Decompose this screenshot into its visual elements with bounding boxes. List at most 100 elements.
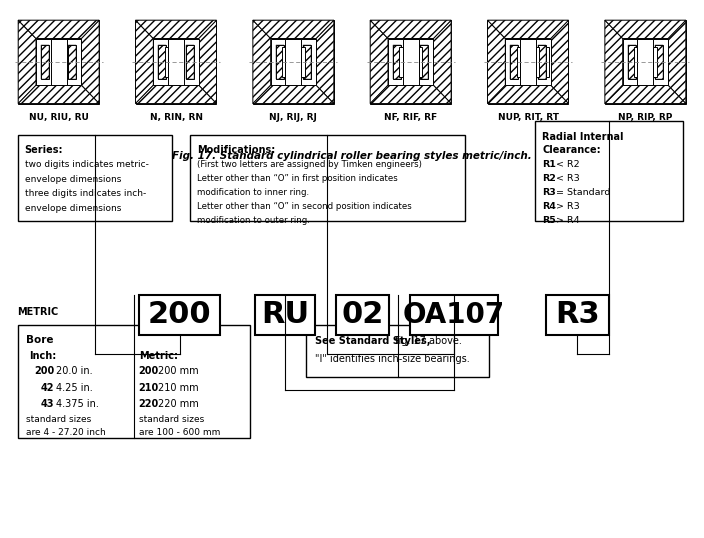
Polygon shape (136, 20, 217, 39)
Bar (535, 121, 683, 221)
Bar (370, 20, 451, 103)
Bar (256, 295, 315, 335)
Bar (303, 45, 311, 79)
Text: "I" identifies inch-size bearings.: "I" identifies inch-size bearings. (315, 354, 470, 364)
Polygon shape (18, 20, 99, 39)
Bar (18, 134, 172, 221)
Bar (538, 45, 546, 79)
Text: standard sizes: standard sizes (139, 415, 204, 424)
Polygon shape (605, 85, 686, 103)
Polygon shape (370, 85, 451, 103)
Bar (653, 47, 657, 77)
Bar (276, 45, 284, 79)
Bar (546, 47, 549, 77)
Text: Modifications:: Modifications: (197, 145, 275, 155)
Polygon shape (370, 20, 388, 103)
Text: (First two letters are assigned by Timken engineers): (First two letters are assigned by Timke… (197, 160, 422, 169)
Polygon shape (487, 85, 569, 103)
Text: NUP, RIT, RT: NUP, RIT, RT (498, 114, 558, 122)
Text: Inch:: Inch: (30, 351, 57, 362)
Text: modification to outer ring.: modification to outer ring. (197, 216, 310, 225)
Polygon shape (668, 20, 686, 103)
Polygon shape (605, 20, 622, 103)
Polygon shape (434, 20, 451, 103)
Bar (628, 45, 636, 79)
Text: 42: 42 (41, 383, 54, 393)
Text: See Standard Styles,: See Standard Styles, (315, 336, 430, 346)
Polygon shape (487, 20, 569, 39)
Bar (68, 45, 76, 79)
Bar (165, 47, 168, 77)
Bar (505, 39, 551, 85)
Bar (517, 47, 520, 77)
Polygon shape (253, 85, 334, 103)
Bar (393, 45, 401, 79)
Bar (637, 39, 653, 85)
Text: R3: R3 (555, 300, 600, 329)
Bar (36, 39, 82, 85)
Text: 200: 200 (34, 366, 54, 377)
Text: Letter other than “O” in first position indicates: Letter other than “O” in first position … (197, 174, 398, 183)
Text: standard sizes: standard sizes (26, 415, 92, 424)
Bar (655, 45, 663, 79)
Polygon shape (551, 20, 569, 103)
Bar (510, 45, 518, 79)
Text: envelope dimensions: envelope dimensions (25, 204, 121, 213)
Bar (538, 45, 546, 79)
Text: N, RIN, RN: N, RIN, RN (149, 114, 203, 122)
Bar (337, 295, 389, 335)
Bar (41, 45, 49, 79)
Polygon shape (316, 20, 334, 103)
Bar (18, 325, 250, 438)
Polygon shape (18, 20, 36, 103)
Text: < R2: < R2 (553, 160, 579, 169)
Polygon shape (18, 85, 99, 103)
Bar (68, 45, 76, 79)
Bar (168, 39, 184, 85)
Bar (276, 45, 284, 79)
Bar (410, 295, 498, 335)
Text: OA107: OA107 (403, 301, 505, 329)
Bar (139, 295, 220, 335)
Polygon shape (487, 20, 505, 103)
Bar (605, 20, 686, 103)
Text: 4.25 in.: 4.25 in. (56, 383, 93, 393)
Bar (487, 20, 569, 103)
Bar (18, 20, 99, 103)
Text: R1: R1 (542, 160, 556, 169)
Polygon shape (136, 85, 217, 103)
Bar (536, 47, 539, 77)
Bar (388, 39, 434, 85)
Text: 200: 200 (148, 300, 211, 329)
Text: NU, RIU, RU: NU, RIU, RU (29, 114, 89, 122)
Text: > R3: > R3 (553, 202, 579, 211)
Polygon shape (605, 20, 686, 39)
Bar (634, 47, 637, 77)
Bar (285, 39, 301, 85)
Text: > R4: > R4 (553, 216, 579, 225)
Bar (303, 45, 311, 79)
Text: envelope dimensions: envelope dimensions (25, 175, 121, 184)
Bar (158, 45, 166, 79)
Bar (306, 325, 489, 377)
Text: are 4 - 27.20 inch: are 4 - 27.20 inch (26, 428, 106, 437)
Text: R4: R4 (542, 202, 556, 211)
Text: three digits indicates inch-: three digits indicates inch- (25, 189, 146, 199)
Text: modification to inner ring.: modification to inner ring. (197, 188, 309, 197)
Text: NF, RIF, RF: NF, RIF, RF (384, 114, 437, 122)
Text: NP, RIP, RP: NP, RIP, RP (618, 114, 672, 122)
Text: Radial Internal: Radial Internal (542, 132, 624, 142)
Text: 4.375 in.: 4.375 in. (56, 399, 99, 409)
Text: RU: RU (261, 300, 309, 329)
Bar (510, 45, 518, 79)
Bar (190, 134, 465, 221)
Text: 200 mm: 200 mm (158, 366, 199, 377)
Bar (253, 20, 334, 103)
Bar (393, 45, 401, 79)
Bar (282, 47, 285, 77)
Bar (399, 47, 403, 77)
Bar (628, 45, 636, 79)
Text: two digits indicates metric-: two digits indicates metric- (25, 160, 149, 169)
Text: Metric:: Metric: (139, 351, 177, 362)
Text: METRIC: METRIC (18, 307, 59, 317)
